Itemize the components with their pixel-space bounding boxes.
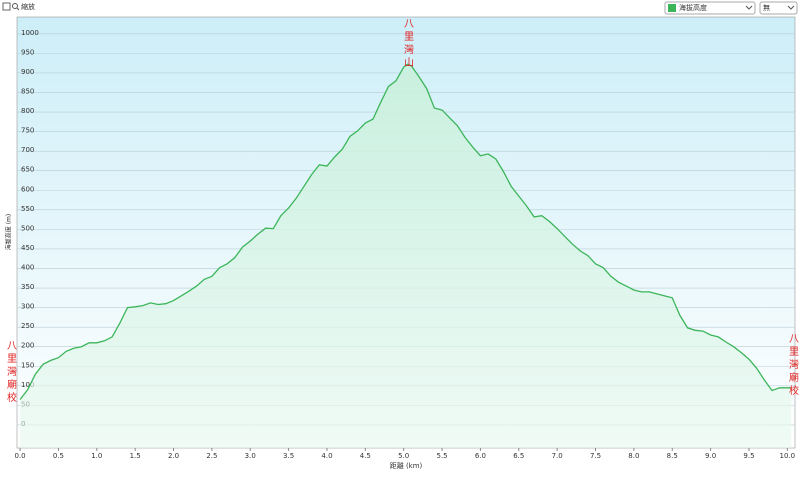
annotation: 八里灣廟校: [787, 333, 799, 398]
y-tick-label: 700: [21, 146, 34, 154]
y-axis-title: 海拔高度 (m): [5, 214, 13, 250]
x-tick-label: 6.5: [513, 452, 524, 460]
x-tick-label: 10.0: [780, 452, 796, 460]
area-fill: [20, 64, 792, 449]
elevation-line: [19, 63, 792, 400]
annotation: 八里灣山: [402, 18, 414, 70]
y-tick-label: 350: [21, 283, 34, 291]
x-tick-label: 3.5: [283, 452, 294, 460]
series-name: 海拔高度: [679, 3, 707, 12]
x-tick-label: 9.0: [705, 452, 716, 460]
annotation: 八里灣廟校: [5, 340, 17, 405]
zoom-checkbox[interactable]: [2, 2, 11, 11]
x-tick-label: 6.0: [475, 452, 486, 460]
x-tick-label: 0.0: [14, 452, 25, 460]
x-tick-label: 2.5: [206, 452, 217, 460]
y-tick-label: 250: [21, 322, 34, 330]
x-tick-label: 1.0: [91, 452, 102, 460]
zoom-icon-handle: [16, 7, 20, 11]
x-tick-label: 0.5: [53, 452, 64, 460]
y-tick-label: 550: [21, 205, 34, 213]
y-tick-label: 800: [21, 107, 34, 115]
y-tick-label: 400: [21, 263, 34, 271]
x-tick-label: 4.0: [321, 452, 332, 460]
x-tick-label: 9.5: [743, 452, 754, 460]
x-tick-label: 5.5: [436, 452, 447, 460]
x-axis-title: 距離 (km): [390, 461, 423, 470]
x-tick-label: 7.5: [590, 452, 601, 460]
x-tick-label: 7.0: [552, 452, 563, 460]
overlay-select[interactable]: [759, 1, 798, 15]
y-tick-label: 650: [21, 166, 34, 174]
y-tick-label: 150: [21, 361, 34, 369]
x-tick-label: 8.5: [667, 452, 678, 460]
y-tick-label: 300: [21, 303, 34, 311]
y-tick-label: 850: [21, 87, 34, 95]
y-tick-label: 500: [21, 224, 34, 232]
select-arrow: [787, 5, 795, 10]
y-tick-label: 600: [21, 185, 34, 193]
x-tick-label: 3.0: [245, 452, 256, 460]
zoom-icon: [12, 3, 18, 9]
y-tick-label: 1000: [21, 29, 39, 37]
x-tick-label: 8.0: [628, 452, 639, 460]
series-swatch: [668, 4, 676, 12]
y-tick-label: 750: [21, 127, 34, 135]
y-tick-label: 100: [21, 381, 34, 389]
y-tick-label: 450: [21, 244, 34, 252]
zoom-label: 縮放: [21, 2, 35, 11]
y-tick-label: 950: [21, 48, 34, 56]
x-tick-label: 5.0: [398, 452, 409, 460]
y-tick-label: 200: [21, 342, 34, 350]
y-tick-label: 900: [21, 68, 34, 76]
x-tick-label: 4.5: [360, 452, 371, 460]
series-select[interactable]: [664, 1, 756, 15]
select-arrow: [745, 5, 753, 10]
x-tick-label: 2.0: [168, 452, 179, 460]
toolbar: 縮放 海拔高度 無: [2, 1, 798, 15]
x-tick-label: 1.5: [130, 452, 141, 460]
overlay-option: 無: [763, 3, 770, 12]
